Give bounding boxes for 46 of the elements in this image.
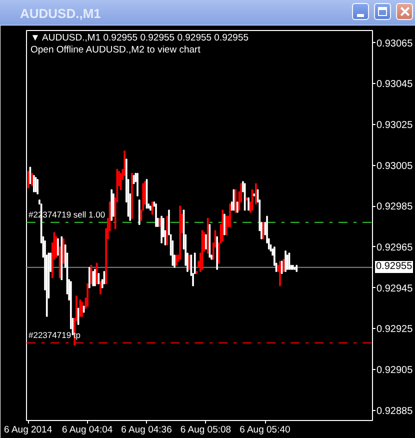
y-tick-label: 0.92925 (376, 324, 414, 336)
x-tick-label: 6 Aug 04:04 (62, 424, 113, 436)
x-tick-label: 6 Aug 04:36 (121, 424, 172, 436)
candlestick (88, 266, 90, 288)
annotation: Open Offline AUDUSD.,M2 to view chart (30, 44, 201, 56)
ref-line-label: 0.92955 (375, 260, 414, 273)
y-tick-label: 0.93065 (376, 38, 414, 50)
x-tick-label: 6 Aug 05:40 (240, 424, 290, 436)
candlestick (86, 283, 88, 307)
y-tick-label: 0.92945 (376, 283, 414, 294)
candlestick (81, 302, 83, 317)
candlestick (255, 183, 257, 205)
y-tick-label: 0.92985 (376, 202, 414, 213)
candlestick (286, 254, 288, 270)
candlestick (94, 268, 96, 286)
candlestick (32, 174, 35, 192)
x-tick-label: 6 Aug 2014 (4, 424, 52, 436)
candlestick (205, 234, 207, 250)
y-tick-label: 0.92885 (376, 406, 414, 417)
y-tick-label: 0.93005 (376, 160, 414, 172)
x-tick-label: 6 Aug 05:08 (180, 424, 232, 436)
candlestick (79, 300, 82, 317)
y-tick-label: 0.92905 (376, 364, 414, 376)
candlestick (31, 172, 33, 186)
y-tick-label: 0.93045 (376, 79, 414, 90)
y-tick-label: 0.93025 (376, 120, 414, 131)
candlestick (262, 222, 264, 240)
candlestick (248, 197, 250, 211)
candlestick (284, 250, 286, 272)
candlestick (112, 193, 114, 217)
candlestick (36, 179, 39, 194)
chart-subtitle: ▼ AUDUSD.,M1 0.92955 0.92955 0.92955 0.92955 (30, 32, 249, 44)
candlestick (236, 202, 238, 213)
y-tick-label: 0.92965 (376, 242, 414, 254)
candlestick (234, 189, 236, 213)
candlestick (136, 172, 138, 196)
candlestick (98, 272, 100, 284)
candlestick (100, 281, 102, 294)
candlestick (229, 204, 231, 228)
candlestick (92, 270, 94, 286)
candlestick (27, 170, 30, 188)
candlestick (155, 204, 157, 228)
chart-title: AUDUSD.,M1 (20, 5, 101, 23)
candlestick (151, 202, 154, 215)
candlestick (224, 214, 226, 236)
candlestick (282, 258, 285, 272)
